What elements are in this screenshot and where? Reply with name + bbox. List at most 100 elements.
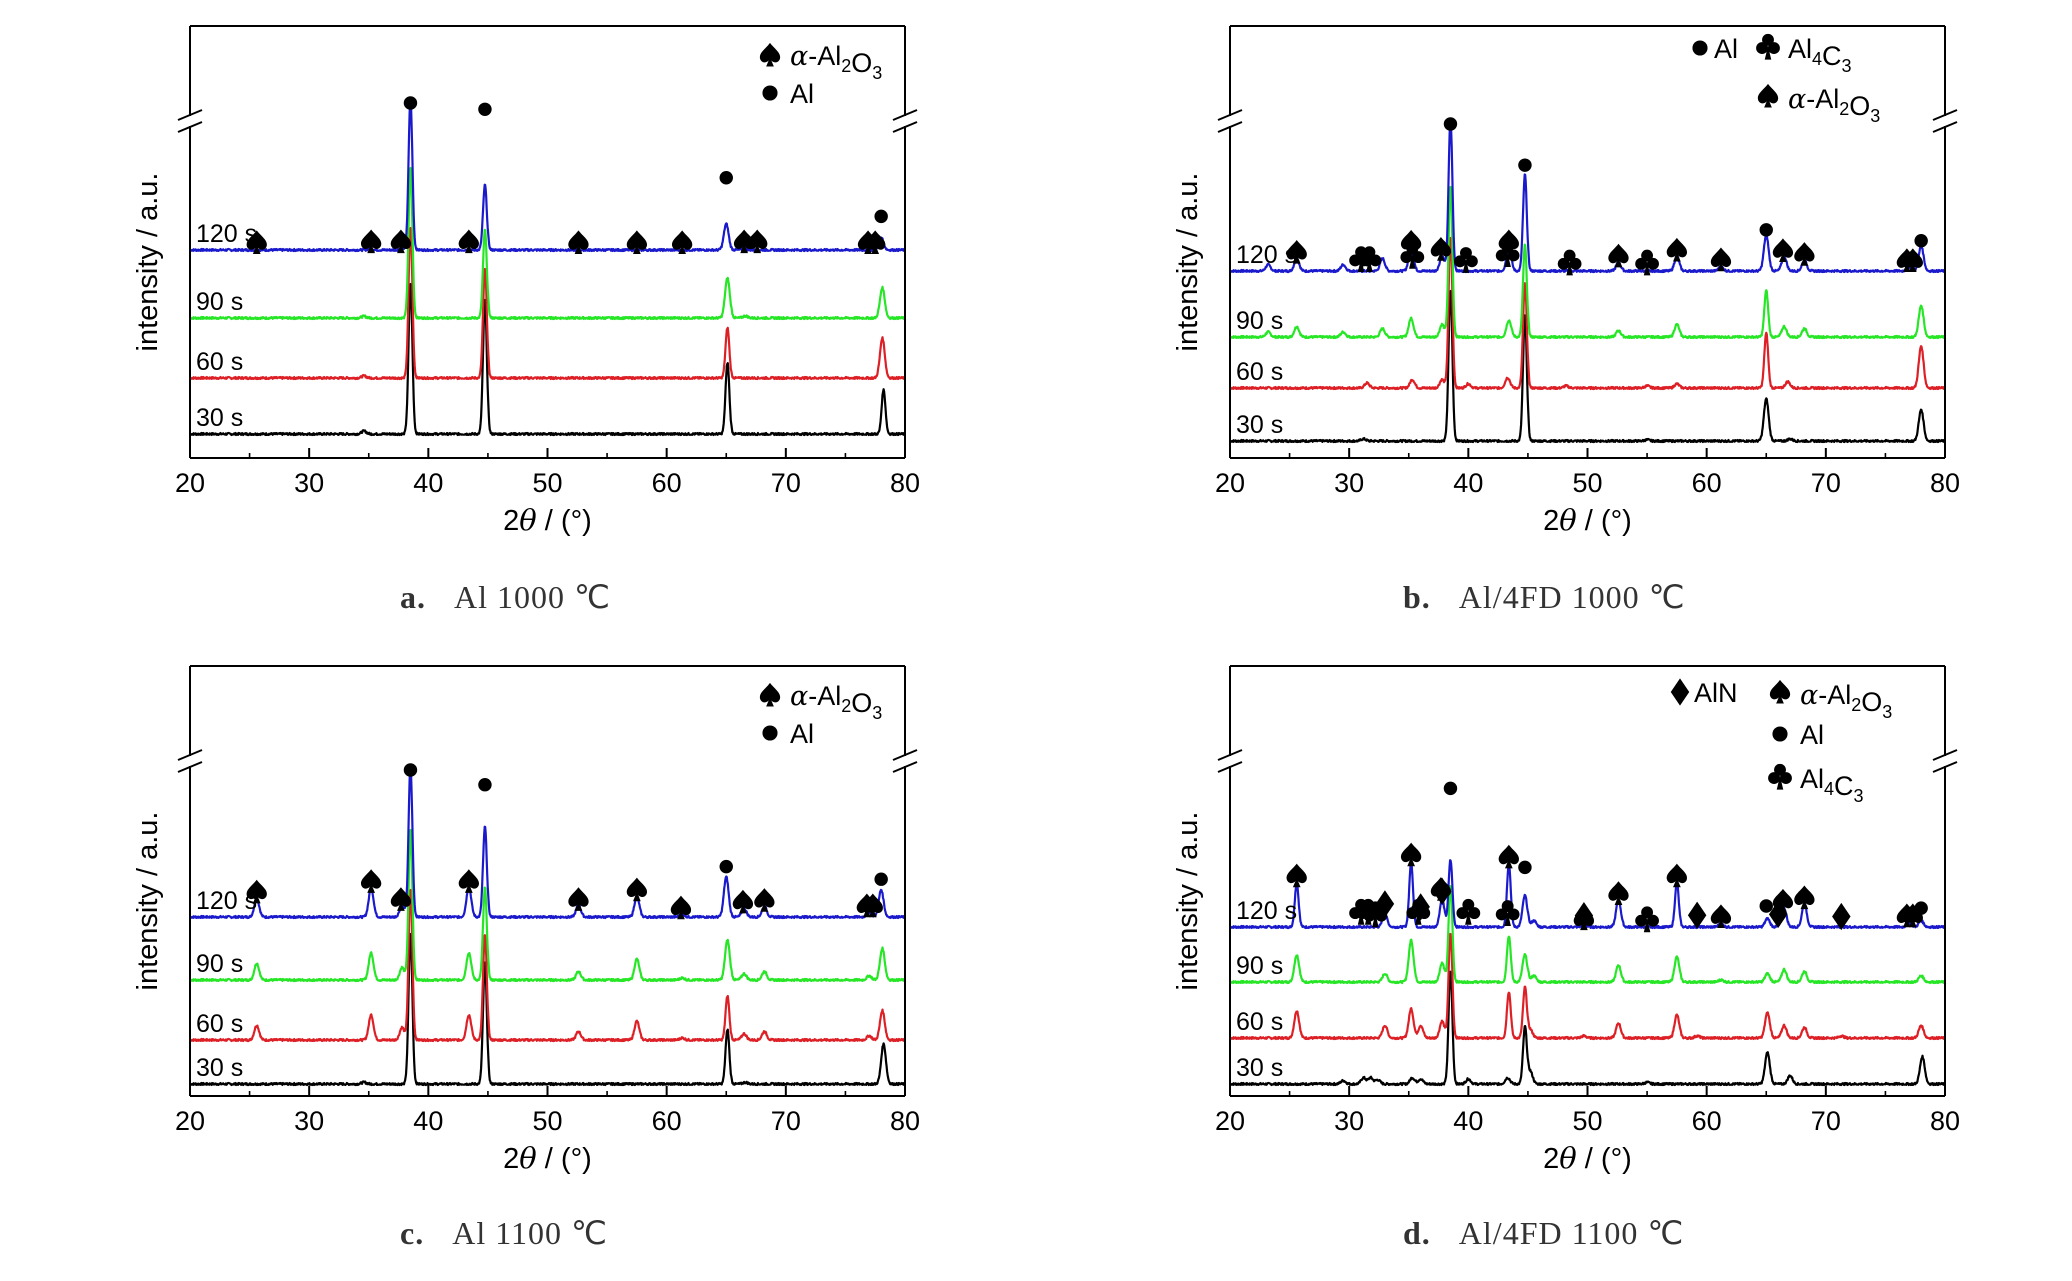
x-tick-label-50: 50 bbox=[532, 1106, 562, 1136]
x-tick-label-30: 30 bbox=[1334, 1106, 1364, 1136]
axis-break-slash-right-2 bbox=[1932, 121, 1958, 133]
peak-marker-spade bbox=[1794, 885, 1815, 910]
peak-marker-spade bbox=[1666, 863, 1688, 888]
x-tick-label-20: 20 bbox=[1215, 468, 1245, 498]
caption-a: a. Al 1000 ℃ bbox=[400, 579, 611, 615]
y-axis-label: intensity / a.u. bbox=[1172, 812, 1204, 991]
legend-label-al-o: α-Al2O3 bbox=[790, 681, 882, 723]
legend-label-alpha-al2o3: α-Al2O3 bbox=[1788, 84, 1880, 126]
legend-symbol-spade bbox=[1757, 83, 1779, 108]
peak-marker-club bbox=[1456, 898, 1481, 925]
x-tick-label-60: 60 bbox=[652, 1106, 682, 1136]
x-tick-label-60: 60 bbox=[652, 468, 682, 498]
caption-b: b. Al/4FD 1000 ℃ bbox=[1403, 579, 1686, 615]
series-60-s bbox=[189, 227, 907, 381]
peak-marker-spade bbox=[1666, 237, 1688, 262]
series-label-60-s: 60 s bbox=[196, 1010, 243, 1038]
peak-marker-diamond bbox=[1832, 902, 1851, 931]
peak-marker-club bbox=[1557, 249, 1582, 276]
x-tick-label-80: 80 bbox=[890, 1106, 920, 1136]
series-30-s bbox=[1229, 290, 1947, 444]
peak-marker-spade bbox=[670, 895, 692, 920]
x-tick-label-40: 40 bbox=[413, 468, 443, 498]
series-label-90-s: 90 s bbox=[1236, 952, 1283, 980]
peak-marker-spade bbox=[1794, 242, 1815, 266]
axis-break-slash-left-1 bbox=[177, 749, 203, 761]
peak-marker-circle bbox=[403, 763, 418, 777]
x-tick-label-20: 20 bbox=[1215, 1106, 1245, 1136]
peak-marker-spade bbox=[458, 869, 479, 893]
axis-break-slash-left-2 bbox=[1217, 761, 1243, 773]
peak-marker-spade bbox=[1498, 844, 1519, 869]
peak-marker-club bbox=[1495, 900, 1520, 926]
x-tick-label-40: 40 bbox=[1453, 468, 1483, 498]
series-label-30-s: 30 s bbox=[196, 1054, 243, 1082]
x-tick-label-80: 80 bbox=[1930, 468, 1960, 498]
x-tick-label-80: 80 bbox=[890, 468, 920, 498]
peak-marker-club bbox=[1406, 898, 1431, 925]
series-30-s bbox=[189, 283, 907, 437]
peak-marker-spade bbox=[360, 229, 382, 254]
axis-break-left-gap bbox=[176, 756, 204, 766]
peak-marker-spade bbox=[754, 888, 775, 912]
x-tick-label-70: 70 bbox=[771, 468, 801, 498]
legend: Al Al4C3 α-Al2O3 bbox=[1692, 33, 1880, 126]
series-label-30-s: 30 s bbox=[196, 404, 243, 432]
panel-d: 20 30 40 50 60 70 80 2θ / (°) intensity / a.u. 30… bbox=[1172, 665, 1960, 1175]
peak-marker-spade bbox=[390, 887, 412, 911]
peak-marker-club bbox=[1635, 249, 1659, 276]
legend-label-al: Al bbox=[1800, 720, 1824, 750]
peak-marker-club bbox=[1357, 246, 1382, 273]
peak-marker-spade bbox=[626, 230, 648, 254]
series-90-s bbox=[1229, 885, 1947, 985]
axis-break-slash-left-2 bbox=[177, 121, 203, 133]
x-tick-label-40: 40 bbox=[1453, 1106, 1483, 1136]
panel-b: 20 30 40 50 60 70 80 2θ / (°) intensity / a.u. 30… bbox=[1172, 25, 1960, 537]
series-60-s bbox=[189, 888, 907, 1043]
peak-marker-diamond bbox=[1432, 877, 1452, 905]
y-axis-label: intensity / a.u. bbox=[132, 812, 164, 991]
peak-marker-club bbox=[1400, 242, 1425, 269]
panel-a: 20 30 40 50 60 70 80 2θ / (°) intensity / a.u. 30… bbox=[132, 25, 920, 537]
x-tick-label-70: 70 bbox=[771, 1106, 801, 1136]
peak-marker-circle bbox=[874, 872, 888, 886]
y-axis-label: intensity / a.u. bbox=[1172, 173, 1204, 352]
axis-break-left-gap bbox=[176, 116, 204, 126]
legend-symbol-circle bbox=[1692, 40, 1708, 56]
legend-symbol-spade bbox=[759, 42, 781, 67]
legend-label-al: Al bbox=[790, 79, 814, 109]
x-tick-label-50: 50 bbox=[1572, 1106, 1602, 1136]
peak-marker-circle bbox=[478, 777, 492, 792]
legend-label-al: Al bbox=[790, 719, 814, 749]
series-90-s bbox=[1229, 186, 1947, 340]
peak-marker-circle bbox=[719, 171, 733, 185]
peak-marker-spade bbox=[732, 889, 754, 914]
series-label-60-s: 60 s bbox=[1236, 358, 1283, 386]
legend-symbol-spade bbox=[1769, 679, 1791, 704]
x-tick-label-30: 30 bbox=[294, 468, 324, 498]
peak-marker-circle bbox=[1759, 223, 1773, 237]
series-90-s bbox=[189, 167, 907, 321]
peak-marker-spade bbox=[568, 230, 589, 254]
peak-marker-spade bbox=[1286, 863, 1307, 888]
peak-marker-spade bbox=[1772, 238, 1794, 262]
axis-break-slash-right-2 bbox=[1932, 761, 1958, 773]
peak-marker-spade bbox=[672, 230, 693, 254]
peak-marker-spade bbox=[1608, 243, 1629, 268]
caption-c: c. Al 1100 ℃ bbox=[400, 1215, 608, 1251]
series-label-60-s: 60 s bbox=[196, 348, 243, 376]
peak-marker-club bbox=[1495, 241, 1520, 268]
x-tick-label-60: 60 bbox=[1692, 1106, 1722, 1136]
legend-label-al: Al bbox=[1714, 34, 1738, 64]
series-label-120-s: 120 s bbox=[1236, 897, 1297, 925]
series-label-120-s: 120 s bbox=[196, 887, 257, 915]
peak-marker-circle bbox=[1443, 781, 1458, 796]
peak-marker-diamond bbox=[1687, 901, 1707, 929]
peak-marker-spade bbox=[1400, 842, 1422, 867]
peak-marker-spade bbox=[568, 887, 589, 911]
peak-marker-diamond bbox=[1768, 900, 1788, 929]
peak-marker-spade bbox=[458, 229, 479, 254]
series-90-s bbox=[189, 828, 907, 983]
peak-marker-club bbox=[1635, 906, 1659, 933]
